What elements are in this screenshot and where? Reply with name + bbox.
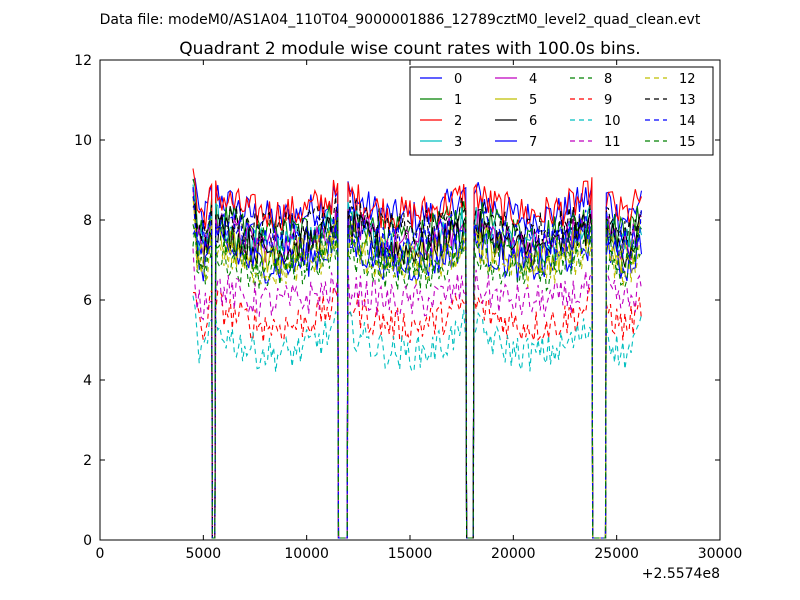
y-tick-label: 6 xyxy=(83,293,92,309)
x-tick-label: 10000 xyxy=(284,546,329,562)
y-tick-label: 8 xyxy=(83,213,92,229)
legend-label-2: 2 xyxy=(454,114,462,129)
x-tick-label: 20000 xyxy=(491,546,536,562)
series-line-2 xyxy=(192,168,643,539)
series-line-9 xyxy=(193,285,643,539)
legend-label-1: 1 xyxy=(454,93,462,108)
x-tick-label: 0 xyxy=(96,546,105,562)
legend-label-13: 13 xyxy=(679,93,696,108)
legend-label-12: 12 xyxy=(679,72,696,87)
series-line-7 xyxy=(192,224,643,539)
series-line-11 xyxy=(192,248,643,539)
x-tick-label: 25000 xyxy=(594,546,639,562)
y-tick-label: 10 xyxy=(74,133,92,149)
legend-label-3: 3 xyxy=(454,135,462,150)
legend-label-8: 8 xyxy=(604,72,612,87)
figure-suptitle: Data file: modeM0/AS1A04_110T04_90000018… xyxy=(100,12,701,28)
legend-label-9: 9 xyxy=(604,93,612,108)
x-tick-label: 5000 xyxy=(186,546,222,562)
y-tick-label: 4 xyxy=(83,373,92,389)
legend-frame xyxy=(409,66,714,156)
legend-label-6: 6 xyxy=(529,114,537,129)
x-tick-label: 30000 xyxy=(698,546,743,562)
series-line-8 xyxy=(192,226,643,539)
legend-label-10: 10 xyxy=(604,114,621,129)
chart-title: Quadrant 2 module wise count rates with … xyxy=(179,39,640,59)
y-tick-label: 12 xyxy=(74,53,92,69)
series-line-14 xyxy=(192,187,643,539)
legend-label-11: 11 xyxy=(604,135,621,150)
legend-label-14: 14 xyxy=(679,114,696,129)
series-line-12 xyxy=(192,219,642,539)
x-offset-label: +2.5574e8 xyxy=(642,566,720,582)
legend-label-4: 4 xyxy=(529,72,537,87)
series-line-10 xyxy=(192,295,643,539)
legend-label-5: 5 xyxy=(529,93,537,108)
x-tick-label: 15000 xyxy=(388,546,433,562)
y-tick-label: 0 xyxy=(83,533,92,549)
legend-label-15: 15 xyxy=(679,135,696,150)
y-tick-label: 2 xyxy=(83,453,92,469)
series-layer xyxy=(192,168,643,539)
legend-label-7: 7 xyxy=(529,135,537,150)
legend-label-0: 0 xyxy=(454,72,462,87)
